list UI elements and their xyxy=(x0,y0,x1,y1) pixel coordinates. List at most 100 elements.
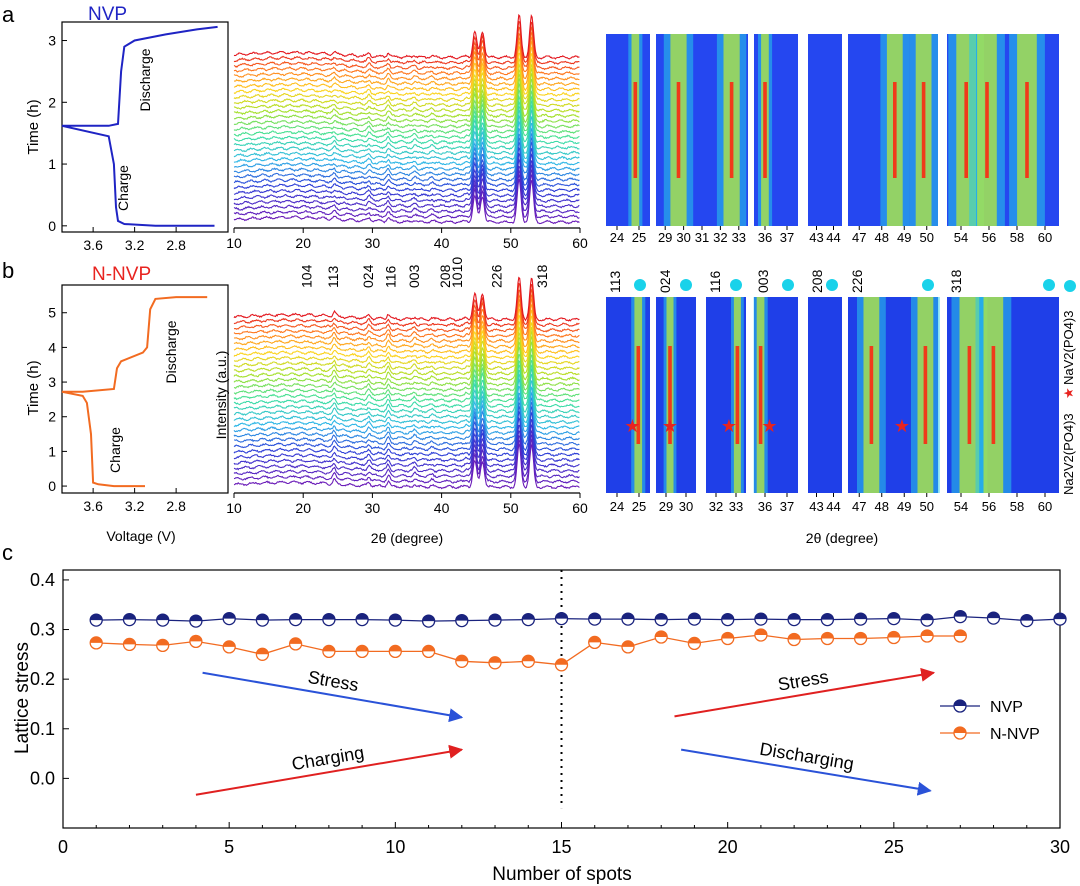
contour-peak-label: 024 xyxy=(657,269,673,293)
contour-window: ★ 113 24 25 xyxy=(606,270,650,514)
annotation-arrow xyxy=(674,667,936,718)
x-tick-label: 36 xyxy=(758,499,772,514)
x-tick-label: 29 xyxy=(658,230,672,245)
xrd-scan-line xyxy=(233,363,580,409)
data-point-fill xyxy=(688,637,701,644)
contour-band-core xyxy=(729,82,734,178)
legend-nnvp-label: N-NVP xyxy=(990,726,1040,743)
data-point-fill xyxy=(954,610,967,617)
panel-a-ylabel: Time (h) xyxy=(25,99,42,154)
panel-b-xlabel: Voltage (V) xyxy=(106,528,175,544)
xrd-scan-line xyxy=(233,66,580,113)
x-tick-label: 30 xyxy=(365,235,381,251)
x-tick-label: 40 xyxy=(434,235,450,251)
contour-band-core xyxy=(985,82,989,178)
x-tick-label: 3.2 xyxy=(125,237,145,253)
panel-c-frame xyxy=(62,569,1061,829)
data-point-fill xyxy=(90,614,103,621)
panel-a-xrd-ticks: 10 20 30 40 50 60 xyxy=(226,228,588,251)
peak-label: 318 xyxy=(534,264,550,288)
legend-star-icon: ★ xyxy=(1061,387,1076,399)
x-tick-label: 2.8 xyxy=(166,498,186,514)
xrd-scan-line xyxy=(233,325,580,371)
x-tick-label: 56 xyxy=(982,499,996,514)
data-point-fill xyxy=(356,645,369,652)
xrd-scan-line xyxy=(233,56,580,103)
phase-star-icon: ★ xyxy=(761,416,777,436)
x-tick-label: 48 xyxy=(875,499,889,514)
xrd-scan-line xyxy=(233,301,580,349)
x-tick-label: 60 xyxy=(1038,499,1052,514)
xrd-scan-line xyxy=(233,276,580,322)
data-point-fill xyxy=(1020,614,1033,621)
x-tick-label: 30 xyxy=(1050,837,1070,857)
data-point-fill xyxy=(189,615,202,622)
contour-band-core xyxy=(636,346,641,444)
panel-b-xrd-scans xyxy=(233,276,580,490)
panel-b-xrd-xlabel: 2θ (degree) xyxy=(371,530,443,546)
panel-a-xrd-chart: 10 20 30 40 50 60 xyxy=(226,13,588,251)
y-tick-label: 2 xyxy=(48,94,56,110)
data-point-fill xyxy=(256,614,269,621)
contour-window: 24 25 xyxy=(606,34,650,245)
panel-b-discharge-label: Discharge xyxy=(163,320,179,383)
x-tick-label: 50 xyxy=(920,499,934,514)
panel-label-b: b xyxy=(2,258,14,283)
y-tick-label: 3 xyxy=(48,374,56,390)
data-point-fill xyxy=(489,656,501,663)
x-tick-label: 47 xyxy=(852,230,866,245)
panel-a-voltage-chart: NVP 3.6 3.2 2.8 0 1 2 3 Time (h) Charge Discha… xyxy=(25,4,229,253)
data-point-fill xyxy=(522,655,535,662)
data-point-fill xyxy=(455,614,468,621)
x-tick-label: 20 xyxy=(295,235,311,251)
xrd-scan-line xyxy=(234,401,580,447)
y-tick-label: 0.0 xyxy=(30,768,55,788)
panel-b-xrd-ticks: 10 20 30 40 50 60 xyxy=(226,493,588,516)
xrd-scan-line xyxy=(233,395,580,441)
x-tick-label: 60 xyxy=(1038,230,1052,245)
x-tick-label: 3.6 xyxy=(83,237,103,253)
xrd-scan-line xyxy=(233,163,580,209)
peak-label: 116 xyxy=(382,265,398,288)
contour-window: 29 30 31 32 33 xyxy=(656,34,748,245)
phase-dot-icon xyxy=(782,279,794,291)
contour-background xyxy=(808,34,842,226)
data-point-fill xyxy=(854,613,867,620)
data-point-fill xyxy=(123,638,136,645)
panel-b-ylabel: Time (h) xyxy=(25,360,42,415)
data-point-fill xyxy=(489,614,501,621)
x-tick-label: 37 xyxy=(780,230,794,245)
x-tick-label: 25 xyxy=(632,499,646,514)
contour-band-core xyxy=(991,346,996,444)
phase-dot-icon xyxy=(680,279,692,291)
xrd-scan-line xyxy=(233,282,580,328)
x-tick-label: 44 xyxy=(826,499,840,514)
x-tick-label: 3.2 xyxy=(125,498,145,514)
x-tick-label: 32 xyxy=(713,230,727,245)
contour-peak-label: 003 xyxy=(755,269,771,293)
data-point-fill xyxy=(422,645,435,652)
panel-c-xlabel: Number of spots xyxy=(492,864,631,885)
x-tick-label: 30 xyxy=(365,500,381,516)
x-tick-label: 25 xyxy=(884,837,904,857)
panel-b-title: N-NVP xyxy=(92,264,151,285)
x-tick-label: 50 xyxy=(503,235,519,251)
x-tick-label: 3.6 xyxy=(83,498,103,514)
x-tick-label: 56 xyxy=(982,230,996,245)
annotation-arrow xyxy=(195,744,464,796)
y-tick-label: 4 xyxy=(48,339,56,355)
panel-b-contour-chart: ★ 113 24 25 ★ 024 29 30 ★ 116 32 33 ★ 003 36 37 208 43 44 ★… xyxy=(606,269,1059,514)
x-tick-label: 43 xyxy=(809,230,823,245)
data-point-fill xyxy=(356,613,369,620)
x-tick-label: 10 xyxy=(226,235,242,251)
data-point-fill xyxy=(987,612,1000,619)
data-point-fill xyxy=(588,613,601,620)
phase-dot-icon xyxy=(1043,279,1055,291)
peak-label: 024 xyxy=(360,264,376,288)
phase-star-icon: ★ xyxy=(894,416,910,436)
xrd-scan-line xyxy=(233,329,580,376)
panel-a-voltage-ticks: 3.6 3.2 2.8 0 1 2 3 xyxy=(48,33,186,253)
contour-band-core xyxy=(964,82,968,178)
